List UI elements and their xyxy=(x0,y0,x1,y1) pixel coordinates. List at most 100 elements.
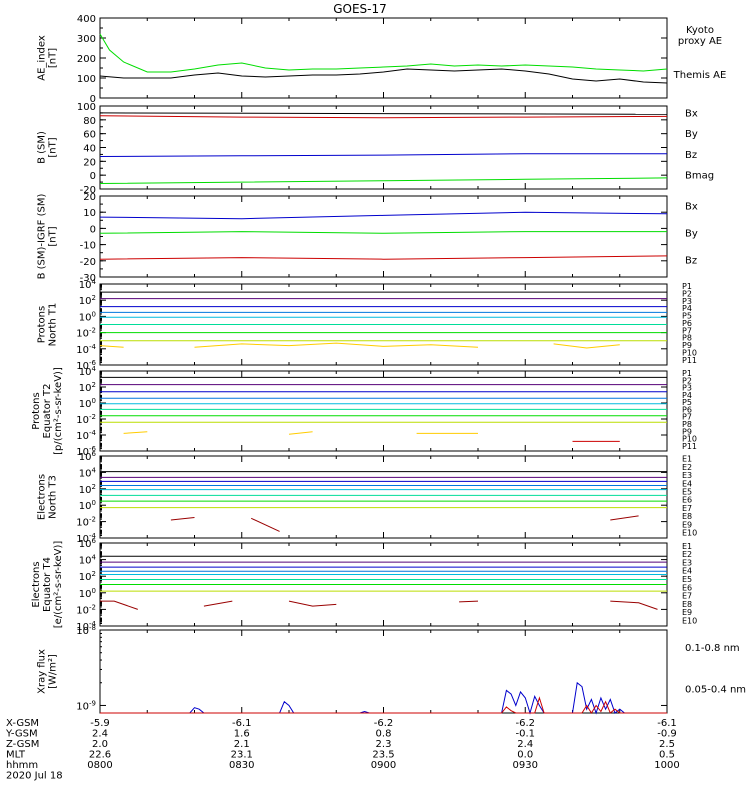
channel-fragment xyxy=(610,515,639,521)
y-tick-label: 102 xyxy=(79,483,96,496)
channel-fragment xyxy=(170,517,195,521)
y-tick-label: 400 xyxy=(77,14,96,25)
legend-entry: P3 xyxy=(682,384,692,393)
y-tick-label: 10-2 xyxy=(76,516,96,529)
y-tick-label: 200 xyxy=(77,54,96,65)
panel-frame xyxy=(99,455,668,539)
legend-entry: P2 xyxy=(682,376,692,385)
panel-3: -30 -20 -10 0 10 20 B (SM)-IGRF (SM) [nT] Bx By Bz xyxy=(37,192,698,284)
legend-entry: E1 xyxy=(682,455,692,464)
y-tick-label: 10-6 xyxy=(76,445,96,458)
y-tick-label: 40 xyxy=(83,144,96,155)
legend-entry: E2 xyxy=(682,463,692,472)
y-tick-label: 100 xyxy=(77,102,96,113)
footer-value: 0.8 xyxy=(376,729,392,740)
y-tick-label: -10 xyxy=(80,241,96,252)
footer-value: 0.5 xyxy=(659,750,675,761)
series-line xyxy=(99,153,667,157)
legend-entry: E9 xyxy=(682,608,692,617)
y-axis-label: Protons xyxy=(37,306,48,343)
y-tick-label: 104 xyxy=(79,466,97,479)
y-tick-label: 10-4 xyxy=(76,343,96,356)
footer-value: -6.1 xyxy=(232,718,252,729)
footer-value: 23.5 xyxy=(372,750,394,761)
legend-entry: 0.1-0.8 nm xyxy=(685,643,740,654)
legend-entry: Kyoto xyxy=(686,25,714,36)
footer-value: -5.9 xyxy=(90,718,110,729)
legend-entry: P7 xyxy=(682,413,692,422)
y-axis-label: Xray flux xyxy=(37,649,48,694)
legend-entry: E2 xyxy=(682,550,692,559)
y-tick-label: 80 xyxy=(83,116,96,127)
y-tick-label: 10-2 xyxy=(76,603,96,616)
legend-entry: E7 xyxy=(682,592,692,601)
footer-row-label: Y-GSM xyxy=(5,729,38,740)
y-tick-label: 10-4 xyxy=(76,429,96,442)
footer-row-label: hhmm xyxy=(6,760,38,771)
legend-entry: E4 xyxy=(682,479,692,488)
y-tick-label: 100 xyxy=(77,74,96,85)
y-axis-label: [nT] xyxy=(48,137,59,157)
legend-entry: P4 xyxy=(682,304,692,313)
footer-value: 1000 xyxy=(654,760,679,771)
series-line xyxy=(99,33,668,73)
y-axis-label: Electrons xyxy=(31,561,42,607)
y-tick-label: 100 xyxy=(79,397,96,410)
footer-row-label: X-GSM xyxy=(6,718,39,729)
channel-fragment xyxy=(610,600,658,610)
panel-frame xyxy=(99,17,668,99)
legend-entry: E9 xyxy=(682,520,692,529)
panel-5: 10-6 10-4 10-2 100 102 104 Protons Equator T2 [p… xyxy=(31,365,697,458)
footer-value: 2.4 xyxy=(517,739,533,750)
y-tick-label: 10-9 xyxy=(76,699,96,712)
legend-entry: By xyxy=(685,129,698,140)
legend-entry: E10 xyxy=(682,617,697,626)
y-tick-label: 0 xyxy=(90,94,96,105)
y-tick-label: 10-2 xyxy=(76,413,96,426)
footer-value: -0.9 xyxy=(657,729,677,740)
y-axis-label: [p/(cm²-s-sr-keV)] xyxy=(53,367,64,455)
y-tick-label: 102 xyxy=(79,294,96,307)
legend-entry: P8 xyxy=(682,334,692,343)
series-line xyxy=(99,211,668,220)
y-axis-label: North T3 xyxy=(48,475,59,519)
channel-fragment xyxy=(100,600,138,610)
legend-entry: P9 xyxy=(682,427,692,436)
legend-entry: E5 xyxy=(682,488,692,497)
y-tick-label: 10-6 xyxy=(76,359,96,372)
legend-entry: E6 xyxy=(682,496,692,505)
legend-entry: P5 xyxy=(682,312,692,321)
legend-entry: P10 xyxy=(682,435,697,444)
footer-value: 2.0 xyxy=(92,739,108,750)
legend-entry: Bmag xyxy=(685,171,714,182)
y-tick-label: -30 xyxy=(80,273,96,284)
y-tick-label: 10 xyxy=(83,208,96,219)
legend-entry: P5 xyxy=(682,398,692,407)
series-line xyxy=(99,177,668,184)
channel-fragment xyxy=(203,600,233,607)
footer-date: 2020 Jul 18 xyxy=(6,771,63,782)
y-tick-label: 10-4 xyxy=(76,532,96,545)
y-tick-label: 60 xyxy=(83,130,96,141)
legend-entry: P1 xyxy=(682,282,692,291)
footer-value: 2.3 xyxy=(376,739,392,750)
y-tick-label: 100 xyxy=(79,310,96,323)
y-axis-label: [W/m²] xyxy=(48,654,59,689)
panel-frame xyxy=(99,370,668,452)
legend-entry: 0.05-0.4 nm xyxy=(685,684,746,695)
panel-frame xyxy=(99,105,668,190)
legend-entry: P7 xyxy=(682,326,692,335)
legend-entry: P9 xyxy=(682,341,692,350)
footer-value: 22.6 xyxy=(89,750,111,761)
footer-value: 0800 xyxy=(87,760,112,771)
channel-fragment xyxy=(288,431,313,435)
y-tick-label: 104 xyxy=(79,554,97,567)
footer-value: 0830 xyxy=(229,760,254,771)
legend-entry: E7 xyxy=(682,504,692,513)
y-tick-label: -20 xyxy=(80,185,96,196)
legend-entry: E6 xyxy=(682,583,692,592)
footer-value: 0.0 xyxy=(517,750,533,761)
series-line xyxy=(99,255,668,260)
